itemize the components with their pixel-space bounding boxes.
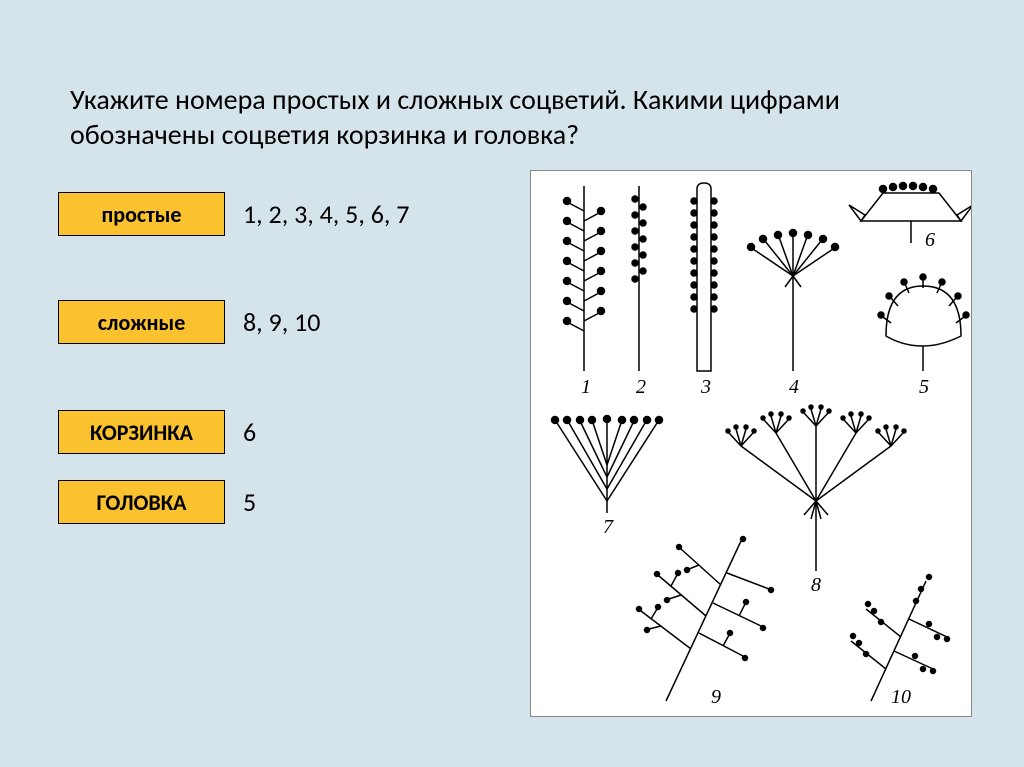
fig-4 xyxy=(748,230,839,372)
answer-value-korzinka: 6 xyxy=(243,416,256,448)
fig-label-10: 10 xyxy=(891,686,911,709)
fig-label-1: 1 xyxy=(581,376,591,399)
fig-label-9: 9 xyxy=(711,686,721,709)
fig-2 xyxy=(632,186,646,371)
slide: Укажите номера простых и сложных соцвети… xyxy=(0,0,1024,767)
answer-label-korzinka: КОРЗИНКА xyxy=(58,410,225,454)
fig-1 xyxy=(564,186,605,371)
fig-label-4: 4 xyxy=(789,376,799,399)
fig-label-8: 8 xyxy=(811,574,821,597)
fig-label-2: 2 xyxy=(636,376,646,399)
fig-7 xyxy=(552,416,663,514)
answer-label-golovka: ГОЛОВКА xyxy=(58,480,225,524)
fig-9 xyxy=(637,537,774,702)
fig-6 xyxy=(849,183,971,244)
fig-label-3: 3 xyxy=(701,376,711,399)
inflorescence-svg xyxy=(531,171,971,716)
fig-label-6: 6 xyxy=(925,229,935,252)
answer-row-simple: простые 1, 2, 3, 4, 5, 6, 7 xyxy=(58,192,409,236)
answer-value-simple: 1, 2, 3, 4, 5, 6, 7 xyxy=(243,198,409,230)
fig-5 xyxy=(878,274,969,371)
answer-value-complex: 8, 9, 10 xyxy=(243,306,320,338)
answer-row-golovka: ГОЛОВКА 5 xyxy=(58,480,256,524)
answer-value-golovka: 5 xyxy=(243,486,256,518)
question-text: Укажите номера простых и сложных соцвети… xyxy=(70,82,950,152)
fig-label-7: 7 xyxy=(603,516,613,539)
answer-row-complex: сложные 8, 9, 10 xyxy=(58,300,320,344)
inflorescence-figure: 1 2 3 4 5 6 7 8 9 10 xyxy=(530,170,972,717)
answer-label-complex: сложные xyxy=(58,300,225,344)
fig-3 xyxy=(691,183,717,371)
fig-8 xyxy=(726,405,906,571)
answer-label-simple: простые xyxy=(58,192,225,236)
fig-label-5: 5 xyxy=(919,376,929,399)
fig-10 xyxy=(851,575,950,702)
answer-row-korzinka: КОРЗИНКА 6 xyxy=(58,410,256,454)
